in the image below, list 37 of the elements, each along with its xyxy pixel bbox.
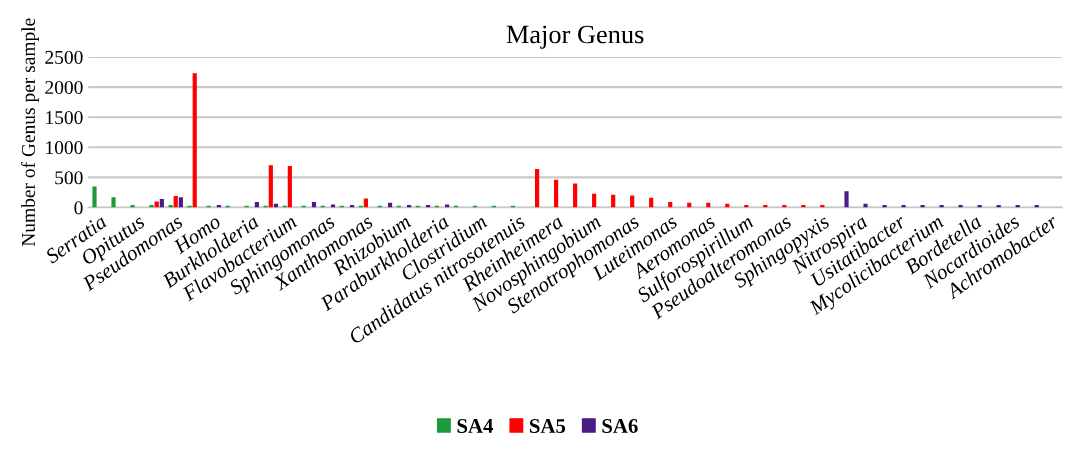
bar bbox=[178, 197, 183, 208]
bar bbox=[611, 194, 616, 208]
bar bbox=[130, 205, 135, 208]
bar bbox=[111, 197, 116, 208]
bar bbox=[268, 165, 273, 208]
bar bbox=[154, 201, 159, 208]
chart-title: Major Genus bbox=[506, 25, 644, 49]
bar bbox=[287, 165, 292, 208]
bar bbox=[844, 191, 849, 208]
bar bbox=[554, 179, 559, 208]
y-tick-label: 2000 bbox=[45, 80, 83, 95]
y-tick-label: 1000 bbox=[46, 141, 83, 155]
bar bbox=[149, 205, 154, 208]
y-tick-label: 1500 bbox=[46, 111, 83, 125]
bar bbox=[159, 199, 164, 208]
legend-label: SA4 bbox=[457, 419, 494, 434]
y-tick-label: 2500 bbox=[45, 50, 83, 64]
y-tick-label: 500 bbox=[55, 171, 83, 185]
bar bbox=[173, 196, 178, 208]
legend-label: SA6 bbox=[602, 419, 638, 434]
bar bbox=[863, 203, 868, 208]
bar bbox=[330, 204, 336, 208]
bar bbox=[573, 183, 578, 208]
bar bbox=[882, 205, 887, 208]
bar bbox=[168, 205, 173, 208]
legend-label: SA5 bbox=[529, 419, 566, 434]
bar bbox=[92, 186, 97, 208]
bar bbox=[901, 205, 906, 208]
bar bbox=[630, 195, 635, 208]
bar bbox=[192, 73, 197, 208]
bar bbox=[649, 197, 654, 208]
bar bbox=[592, 193, 597, 208]
bar bbox=[534, 168, 540, 208]
bar bbox=[363, 198, 368, 208]
y-axis-title: Number of Genus per sample bbox=[21, 18, 39, 247]
bar bbox=[445, 204, 450, 208]
y-tick-label: 0 bbox=[74, 201, 83, 215]
